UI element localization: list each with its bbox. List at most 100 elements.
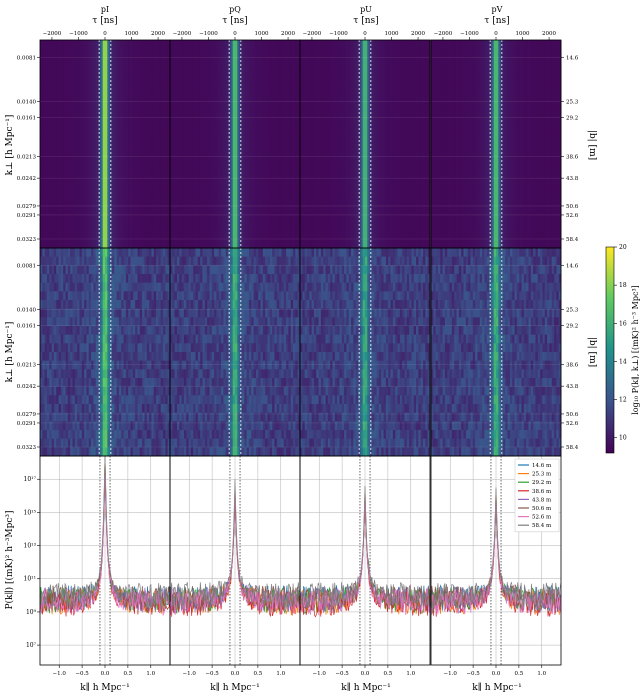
- heatmap-cell: [179, 92, 183, 102]
- heatmap-cell: [116, 187, 120, 197]
- heatmap-cell: [223, 109, 227, 119]
- heatmap-cell: [486, 109, 490, 119]
- heatmap-cell: [111, 109, 115, 119]
- heatmap-cell: [160, 66, 164, 76]
- heatmap-cell: [365, 170, 368, 180]
- heatmap-cell: [461, 83, 464, 93]
- heatmap-cell: [451, 178, 455, 188]
- heatmap-cell: [246, 204, 250, 214]
- heatmap-cell: [281, 83, 285, 93]
- heatmap-cell: [200, 144, 203, 154]
- heatmap-cell: [416, 161, 419, 171]
- heatmap-cell: [228, 135, 231, 145]
- heatmap-cell: [102, 66, 106, 76]
- heatmap-cell: [174, 48, 178, 58]
- heatmap-cell: [320, 204, 324, 214]
- heatmap-cell: [447, 66, 450, 76]
- heatmap-cell: [105, 83, 108, 93]
- heatmap-cell: [88, 213, 92, 223]
- heatmap-cell: [397, 161, 401, 171]
- heatmap-cell: [235, 204, 238, 214]
- heatmap-cell: [406, 239, 410, 249]
- heatmap-cell: [369, 178, 373, 188]
- heatmap-cell: [107, 74, 111, 84]
- heatmap-cell: [269, 196, 273, 206]
- heatmap-cell: [519, 48, 522, 58]
- heatmap-cell: [207, 48, 210, 58]
- heatmap-cell: [149, 239, 152, 249]
- heatmap-cell: [156, 152, 159, 162]
- heatmap-cell: [378, 66, 382, 76]
- heatmap-cell: [248, 57, 252, 67]
- heatmap-cell: [60, 230, 64, 240]
- heatmap-cell: [484, 126, 488, 136]
- heatmap-cell: [355, 187, 359, 197]
- heatmap-cell: [542, 92, 546, 102]
- heatmap-cell: [493, 57, 497, 67]
- heatmap-cell: [288, 239, 292, 249]
- heatmap-cell: [385, 196, 389, 206]
- heatmap-cell: [81, 222, 85, 232]
- heatmap-cell: [551, 161, 555, 171]
- heatmap-cell: [98, 118, 101, 128]
- heatmap-cell: [470, 118, 474, 128]
- heatmap-cell: [151, 152, 155, 162]
- heatmap-cell: [433, 66, 437, 76]
- heatmap-cell: [535, 74, 539, 84]
- heatmap-cell: [44, 196, 48, 206]
- heatmap-cell: [385, 66, 389, 76]
- heatmap-cell: [367, 40, 371, 50]
- heatmap-cell: [461, 48, 464, 58]
- heatmap-cell: [77, 135, 80, 145]
- heatmap-cell: [258, 230, 261, 240]
- heatmap-cell: [190, 187, 194, 197]
- heatmap-cell: [551, 152, 555, 162]
- heatmap-cell: [58, 118, 62, 128]
- heatmap-cell: [123, 135, 127, 145]
- heatmap-cell: [397, 74, 401, 84]
- heatmap-cell: [514, 170, 518, 180]
- heatmap-cell: [316, 92, 319, 102]
- heatmap-cell: [309, 213, 313, 223]
- heatmap-cell: [176, 178, 180, 188]
- heatmap-cell: [128, 187, 131, 197]
- heatmap-cell: [281, 57, 285, 67]
- heatmap-cell: [172, 170, 176, 180]
- heatmap-cell: [72, 109, 76, 119]
- heatmap-cell: [88, 135, 92, 145]
- heatmap-cell: [218, 222, 222, 232]
- heatmap-cell: [181, 213, 185, 223]
- heatmap-cell: [248, 187, 252, 197]
- heatmap-cell: [416, 118, 419, 128]
- heatmap-cell: [416, 170, 419, 180]
- heatmap-cell: [81, 57, 85, 67]
- heatmap-cell: [123, 152, 127, 162]
- heatmap-cell: [530, 74, 534, 84]
- heatmap-cell: [526, 48, 529, 58]
- heatmap-cell: [216, 66, 220, 76]
- heatmap-cell: [232, 135, 236, 145]
- heatmap-cell: [365, 152, 368, 162]
- heatmap-cell: [139, 126, 143, 136]
- heatmap-cell: [188, 126, 192, 136]
- heatmap-cell: [491, 48, 495, 58]
- heatmap-cell: [346, 196, 350, 206]
- heatmap-cell: [276, 196, 280, 206]
- heatmap-cell: [313, 92, 317, 102]
- heatmap-cell: [183, 230, 187, 240]
- heatmap-cell: [290, 204, 294, 214]
- heatmap-cell: [181, 187, 185, 197]
- heatmap-cell: [281, 126, 285, 136]
- heatmap-cell: [290, 66, 294, 76]
- heatmap-cell: [423, 135, 426, 145]
- heatmap-cell: [246, 178, 250, 188]
- heatmap-cell: [482, 57, 485, 67]
- heatmap-cell: [197, 100, 201, 110]
- heatmap-cell: [537, 126, 541, 136]
- heatmap-cell: [183, 161, 187, 171]
- heatmap-cell: [176, 204, 180, 214]
- heatmap-cell: [334, 92, 338, 102]
- heatmap-cell: [200, 40, 203, 50]
- heatmap-cell: [353, 222, 357, 232]
- heatmap-cell: [72, 222, 76, 232]
